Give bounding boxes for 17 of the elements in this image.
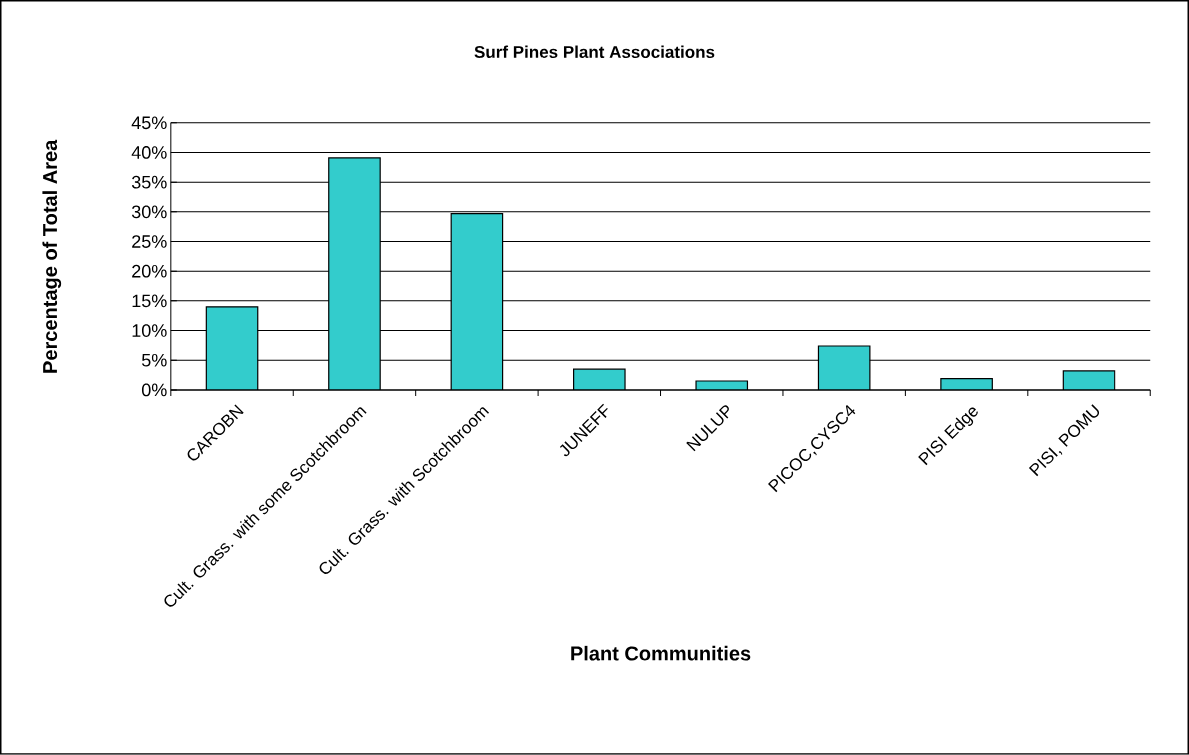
y-axis-title: Percentage of Total Area: [42, 139, 62, 373]
y-tick-label: 0%: [141, 383, 167, 397]
y-tick-label: 40%: [131, 146, 167, 159]
y-tick-label: 20%: [132, 264, 167, 278]
y-tick-label: 25%: [132, 235, 167, 248]
bar: [817, 345, 871, 390]
y-tick-label: 15%: [132, 294, 167, 308]
y-tick-label: 10%: [132, 324, 167, 338]
y-tick-label: 45%: [131, 116, 167, 130]
y-tick-label: 35%: [131, 175, 167, 189]
bar: [205, 306, 259, 390]
y-tick-label: 5%: [141, 353, 167, 367]
chart-title: Surf Pines Plant Associations: [474, 45, 715, 59]
y-tick-label: 30%: [131, 205, 167, 219]
bar: [450, 213, 504, 390]
x-axis-title: Plant Communities: [571, 645, 751, 661]
bar: [328, 157, 381, 390]
